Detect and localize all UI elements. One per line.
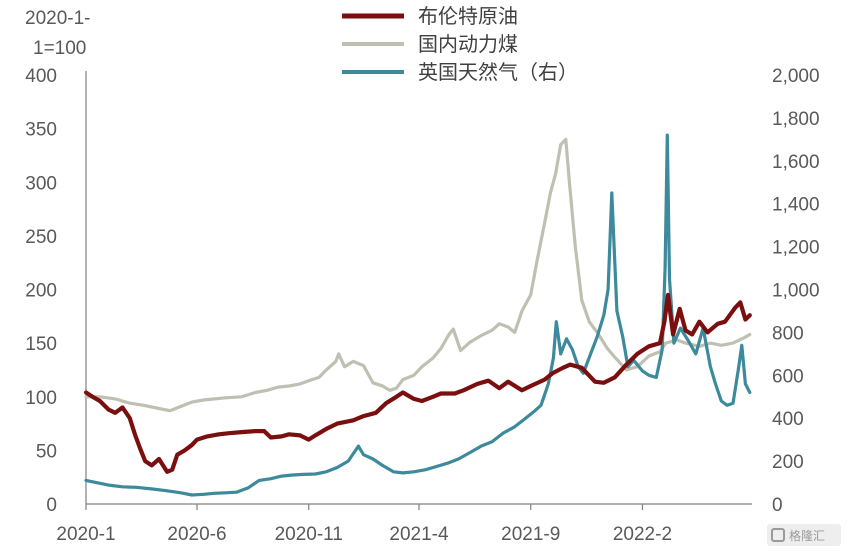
right-tick-label: 1,200 — [772, 238, 820, 259]
right-tick-label: 400 — [772, 409, 804, 430]
y-axis-title-line: 2020-1- — [25, 8, 91, 29]
series-line-3 — [84, 133, 752, 497]
right-tick-label: 1,000 — [772, 281, 820, 302]
series-line-2 — [84, 137, 752, 413]
left-tick-label: 50 — [36, 441, 57, 462]
legend-label: 国内动力煤 — [418, 32, 518, 56]
right-tick-label: 1,600 — [772, 152, 820, 173]
left-tick-label: 350 — [25, 120, 57, 141]
legend-label: 布伦特原油 — [418, 4, 518, 28]
watermark-text: 格隆汇 — [789, 528, 826, 543]
right-tick-label: 0 — [772, 495, 783, 516]
right-tick-label: 2,000 — [772, 66, 820, 87]
left-tick-label: 0 — [46, 495, 57, 516]
x-tick-label: 2020-11 — [275, 524, 343, 545]
x-tick-label: 2020-1 — [56, 524, 115, 545]
right-axis-tick-labels: 0 200 400 600 800 1,000 1,200 1,400 1,600 1,800 2,… — [772, 66, 820, 516]
watermark-logo-icon — [771, 528, 785, 542]
left-tick-label: 150 — [25, 334, 57, 355]
left-tick-label: 250 — [25, 227, 57, 248]
x-tick-label: 2021-4 — [389, 524, 449, 545]
x-tick-label: 2022-2 — [613, 524, 672, 545]
left-tick-label: 200 — [25, 281, 57, 302]
series-line-1 — [83, 292, 752, 474]
right-tick-label: 1,400 — [772, 195, 820, 216]
right-tick-label: 600 — [772, 366, 804, 387]
x-tick-label: 2021-9 — [501, 524, 560, 545]
series-lines — [83, 133, 752, 497]
chart-axes — [85, 71, 752, 505]
right-tick-label: 1,800 — [772, 109, 820, 130]
right-tick-label: 800 — [772, 323, 804, 344]
right-tick-label: 200 — [772, 452, 804, 473]
y-axis-title-line: 1=100 — [33, 38, 86, 59]
y-axis-title: 2020-1- 1=100 — [25, 8, 91, 59]
left-tick-label: 300 — [25, 173, 57, 194]
x-tick-label: 2020-6 — [167, 524, 226, 545]
left-axis-tick-labels: 0 50 100 150 200 250 300 350 400 — [25, 66, 57, 516]
left-tick-label: 100 — [25, 388, 57, 409]
watermark-badge: 格隆汇 — [767, 524, 841, 546]
legend-label: 英国天然气（右） — [418, 60, 578, 84]
left-tick-label: 400 — [25, 66, 57, 87]
x-axis-tick-labels: 2020-1 2020-6 2020-11 2021-4 2021-9 2022-2 — [56, 504, 672, 545]
